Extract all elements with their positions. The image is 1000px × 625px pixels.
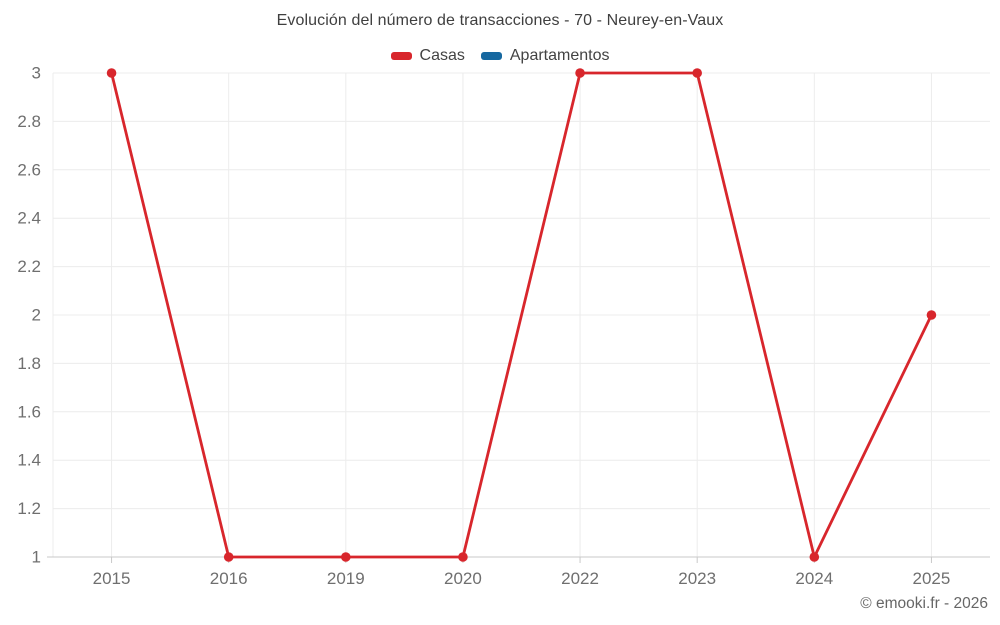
y-tick-label: 2.2 <box>17 257 41 276</box>
y-tick-label: 1.2 <box>17 499 41 518</box>
x-tick-label: 2019 <box>327 569 365 588</box>
y-tick-label: 2 <box>32 306 41 325</box>
legend-label-casas: Casas <box>419 47 465 64</box>
data-point[interactable] <box>692 68 702 78</box>
y-tick-label: 3 <box>32 64 41 83</box>
x-tick-label: 2020 <box>444 569 482 588</box>
x-tick-label: 2016 <box>210 569 248 588</box>
gridlines <box>52 72 990 557</box>
legend-item-apartamentos[interactable]: Apartamentos <box>480 47 610 65</box>
data-point[interactable] <box>223 552 234 562</box>
y-tick-label: 1 <box>32 548 41 567</box>
x-tick-label: 2015 <box>93 569 131 588</box>
x-tick-label: 2025 <box>913 569 951 588</box>
x-tick-label: 2023 <box>678 569 716 588</box>
legend-item-casas[interactable]: Casas <box>390 47 465 65</box>
data-point[interactable] <box>926 310 937 320</box>
y-tick-label: 1.4 <box>17 451 41 470</box>
data-point[interactable] <box>106 68 117 78</box>
y-tick-label: 2.6 <box>17 160 41 179</box>
casas-swatch-icon <box>390 52 412 60</box>
x-axis-labels: 2015 2016 2019 2020 2022 2023 2024 2025 <box>93 569 951 588</box>
series-casas <box>106 68 937 562</box>
legend-label-apartamentos: Apartamentos <box>509 47 610 64</box>
x-axis <box>47 556 990 563</box>
data-point[interactable] <box>575 68 585 78</box>
y-tick-label: 2.8 <box>17 112 41 131</box>
y-tick-label: 2.4 <box>17 209 41 228</box>
data-point[interactable] <box>809 552 820 562</box>
data-point[interactable] <box>341 552 351 562</box>
y-axis-labels: 1 1.2 1.4 1.6 1.8 2 2.2 2.4 2.6 2.8 3 <box>17 64 41 567</box>
x-tick-label: 2022 <box>561 569 599 588</box>
x-tick-label: 2024 <box>795 569 833 588</box>
y-tick-label: 1.8 <box>17 354 41 373</box>
y-tick-label: 1.6 <box>17 402 41 421</box>
series-line <box>110 71 933 559</box>
data-point[interactable] <box>458 552 468 562</box>
legend: Casas Apartamentos <box>0 47 1000 65</box>
copyright-text: © emooki.fr - 2026 <box>860 595 988 612</box>
chart-title: Evolución del número de transacciones - … <box>276 12 724 29</box>
apartamentos-swatch-icon <box>480 52 502 60</box>
